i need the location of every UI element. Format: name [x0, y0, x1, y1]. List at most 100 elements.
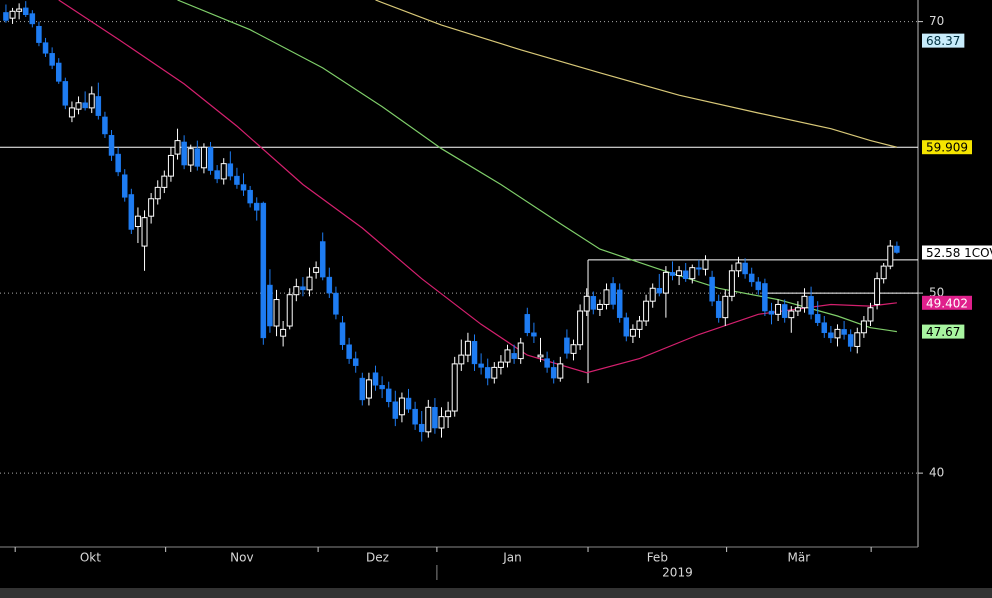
price-marker-label: 49.402 [926, 296, 968, 310]
candle-body [379, 385, 385, 390]
candle-body [333, 292, 339, 315]
candle-body [42, 42, 49, 54]
candle-body [564, 337, 570, 354]
candle-body [669, 272, 676, 276]
candle-body [550, 367, 557, 379]
candle-body [887, 245, 894, 267]
candle-body [247, 189, 253, 204]
candle-body [121, 174, 128, 198]
candle-body [531, 332, 537, 337]
candle-body [62, 81, 69, 106]
candle-body [234, 175, 240, 185]
candle-body [267, 284, 273, 327]
candle-body [603, 289, 610, 305]
candle-body [352, 358, 359, 366]
candle-body [874, 278, 881, 305]
candle-body [445, 410, 452, 418]
candle-body [181, 141, 187, 166]
candle-body [108, 135, 115, 156]
price-marker-label: 59.909 [926, 141, 968, 155]
candle-body [676, 270, 683, 277]
candle-body [821, 322, 828, 334]
candle-body [682, 270, 689, 279]
candle-body [636, 320, 643, 330]
candle-body [847, 334, 854, 347]
price-marker-label: 52.58 1COV [926, 246, 992, 260]
candle-body [102, 116, 108, 135]
candle-body [29, 13, 36, 25]
candle-body [128, 194, 135, 230]
y-tick-label: 40 [929, 466, 944, 480]
candle-body [432, 407, 438, 429]
candle-body [154, 186, 161, 200]
candle-body [735, 262, 742, 272]
candle-body [794, 307, 801, 312]
candle-body [75, 102, 82, 110]
candle-body [788, 310, 795, 319]
candle-body [306, 276, 313, 291]
price-marker [922, 140, 972, 155]
price-marker-label: 68.37 [926, 34, 960, 48]
candle-body [418, 423, 425, 433]
candle-body [702, 259, 709, 270]
candle-body [458, 354, 465, 365]
x-tick-label: Jan [502, 551, 522, 565]
x-tick-label: Okt [80, 551, 101, 565]
candle-body [207, 147, 214, 171]
candle-body [187, 148, 194, 166]
candle-body [762, 283, 768, 312]
candle-body [722, 295, 729, 319]
candle-body [194, 148, 201, 167]
x-tick-label: Feb [647, 551, 668, 565]
candle-body [68, 107, 75, 118]
candle-body [82, 102, 88, 109]
price-marker [922, 324, 965, 339]
candle-body [141, 217, 148, 247]
moving-average [375, 0, 898, 148]
candle-body [438, 416, 445, 429]
candle-body [755, 281, 762, 291]
candle-body [16, 8, 23, 12]
price-marker [922, 245, 992, 260]
candle-body [524, 314, 531, 334]
candle-body [95, 96, 102, 116]
candle-body [220, 163, 227, 180]
candle-body [451, 363, 458, 412]
candle-body [405, 397, 412, 410]
candle-body [88, 93, 95, 109]
candle-body [715, 300, 722, 318]
candle-body [768, 310, 775, 315]
candle-body [313, 267, 320, 273]
candle-body [346, 344, 352, 359]
candle-body [359, 377, 366, 401]
candle-body [300, 286, 306, 291]
candle-body [557, 363, 564, 379]
candle-body [504, 349, 511, 363]
candle-body [286, 294, 293, 327]
year-label: 2019 [662, 566, 693, 580]
bottom-strip [0, 588, 992, 598]
candle-body [148, 198, 155, 217]
candle-body [167, 154, 174, 177]
x-tick-label: Dez [366, 551, 389, 565]
candle-body [517, 342, 524, 360]
candle-body [134, 215, 141, 228]
candle-body [781, 304, 788, 318]
candle-body [491, 366, 498, 379]
candle-body [3, 12, 9, 21]
candle-body [49, 53, 55, 66]
candle-body [214, 170, 220, 180]
candle-body [471, 341, 478, 365]
candle-body [854, 332, 861, 347]
candle-body [728, 270, 735, 297]
candle-body [709, 276, 715, 302]
candle-body [583, 295, 590, 312]
candle-body [319, 241, 326, 278]
candle-body [610, 283, 616, 305]
price-marker-label: 47.67 [926, 325, 960, 339]
candle-body [497, 361, 504, 368]
candle-body [590, 296, 597, 310]
candle-body [464, 340, 471, 356]
candle-body [537, 354, 544, 358]
